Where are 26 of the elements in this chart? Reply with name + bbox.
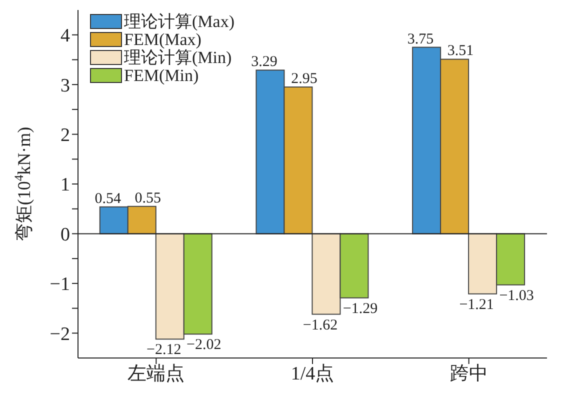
data-label: −1.03 (499, 288, 534, 304)
data-label: −2.02 (186, 337, 222, 354)
data-label: 3.29 (251, 54, 278, 70)
data-label: 3.51 (447, 43, 474, 60)
legend-label: FEM(Min) (124, 66, 199, 84)
x-tick-label: 1/4点 (290, 363, 334, 384)
y-tick-label: −2 (50, 324, 70, 345)
data-label: −1.21 (459, 296, 494, 313)
x-tick-label: 左端点 (128, 363, 185, 384)
y-tick-label: 4 (60, 26, 70, 47)
data-label: −1.62 (302, 317, 338, 334)
data-label: 2.95 (291, 71, 318, 88)
y-tick-label: 1 (60, 174, 70, 196)
data-label: 3.75 (407, 31, 434, 48)
legend-label: FEM(Max) (124, 30, 202, 48)
y-tick-label: 2 (60, 125, 70, 146)
data-label: −2.12 (146, 342, 182, 358)
legend-label: 理论计算(Min) (124, 48, 232, 66)
y-tick-label: 3 (60, 75, 70, 96)
y-tick-label: 0 (60, 224, 70, 246)
data-label: 0.54 (94, 190, 122, 207)
data-label: −1.29 (342, 300, 378, 317)
x-tick-label: 跨中 (450, 363, 488, 384)
legend-label: 理论计算(Max) (124, 12, 234, 30)
y-tick-label: −1 (50, 274, 70, 296)
data-label: 0.55 (134, 190, 162, 206)
